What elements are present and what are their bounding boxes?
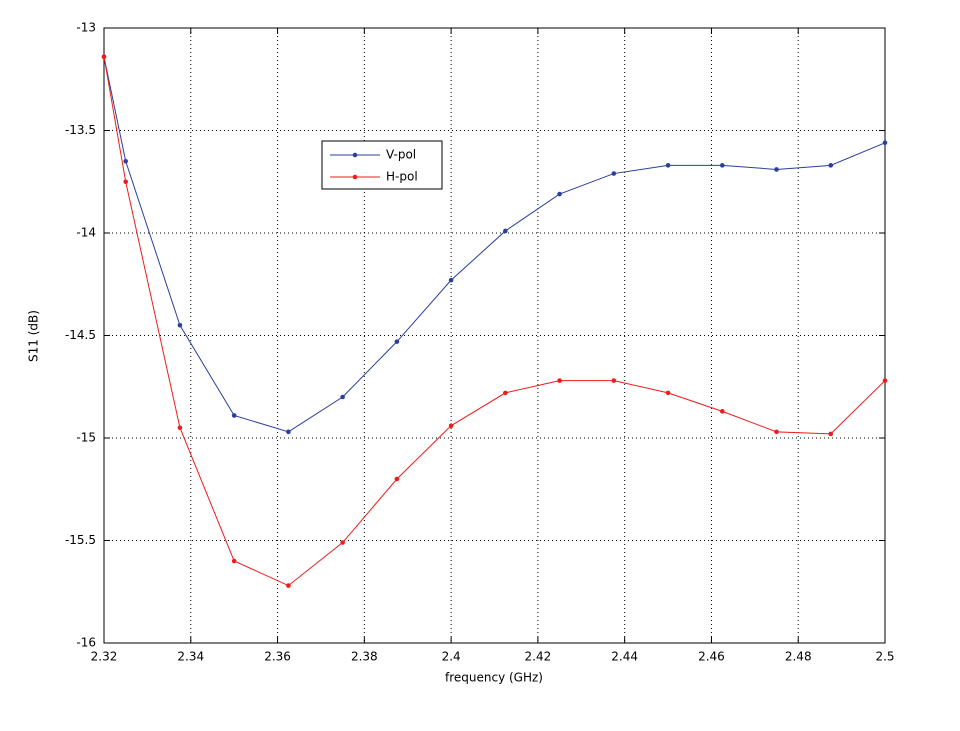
point-marker xyxy=(503,390,508,396)
y-tick-label: -13.5 xyxy=(65,123,96,137)
y-tick-label: -13 xyxy=(76,21,96,35)
point-marker xyxy=(611,378,617,383)
x-tick-label: 2.48 xyxy=(785,650,812,664)
point-marker xyxy=(101,54,107,59)
x-tick-label: 2.44 xyxy=(611,650,638,664)
point-marker xyxy=(611,171,617,176)
point-marker xyxy=(286,583,291,588)
point-marker xyxy=(557,191,562,197)
y-tick-label: -16 xyxy=(76,636,96,650)
point-marker xyxy=(340,394,345,400)
point-marker xyxy=(774,167,779,172)
point-marker xyxy=(394,476,400,482)
series-line xyxy=(103,56,886,587)
point-marker xyxy=(177,425,183,431)
point-marker xyxy=(882,140,888,146)
point-marker xyxy=(719,409,725,414)
legend-marker xyxy=(352,152,358,158)
y-axis-label: S11 (dB) xyxy=(27,310,41,362)
point-marker xyxy=(231,558,237,564)
point-marker xyxy=(286,429,291,435)
point-marker xyxy=(448,277,454,283)
series-line xyxy=(103,56,886,433)
legend-label: H-pol xyxy=(386,170,418,184)
x-tick-label: 2.5 xyxy=(875,650,894,664)
point-marker xyxy=(882,378,888,383)
legend-marker xyxy=(352,174,358,180)
x-tick-label: 2.42 xyxy=(525,650,552,664)
plot-frame xyxy=(103,27,886,644)
legend: V-pol H-pol xyxy=(321,140,443,190)
point-marker xyxy=(774,429,779,435)
x-axis-label: frequency (GHz) xyxy=(445,671,543,685)
point-marker xyxy=(123,158,128,164)
x-tick-label: 2.38 xyxy=(351,650,378,664)
point-marker xyxy=(448,423,454,429)
legend-box xyxy=(321,140,443,190)
point-marker xyxy=(231,413,237,418)
legend-label: V-pol xyxy=(386,148,416,162)
x-tick-label: 2.36 xyxy=(264,650,291,664)
point-marker xyxy=(340,540,345,545)
x-tick-label: 2.32 xyxy=(91,650,118,664)
y-tick-label: -15 xyxy=(76,431,96,445)
point-marker xyxy=(503,228,508,234)
y-tick-label: -14 xyxy=(76,226,96,240)
point-marker xyxy=(665,390,671,396)
point-marker xyxy=(394,339,400,344)
point-marker xyxy=(557,378,562,383)
point-marker xyxy=(828,163,834,168)
y-tick-label: -14.5 xyxy=(65,328,96,342)
x-tick-label: 2.4 xyxy=(442,650,461,664)
point-marker xyxy=(177,322,183,328)
point-marker xyxy=(719,163,725,168)
x-tick-label: 2.46 xyxy=(698,650,725,664)
x-tick-label: 2.34 xyxy=(177,650,204,664)
point-marker xyxy=(665,163,671,168)
y-tick-label: -15.5 xyxy=(65,533,96,547)
point-marker xyxy=(123,179,128,185)
point-marker xyxy=(828,431,834,437)
